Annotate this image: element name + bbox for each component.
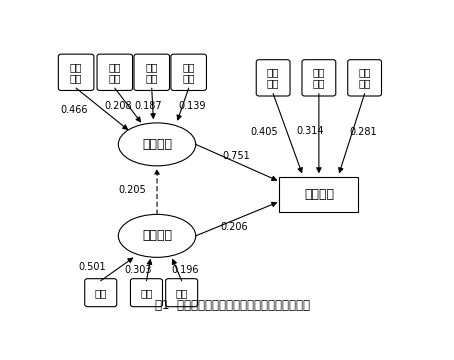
Ellipse shape bbox=[118, 123, 196, 166]
Text: 学习态度: 学习态度 bbox=[142, 138, 172, 151]
Text: 学校: 学校 bbox=[94, 288, 107, 298]
Text: 0.501: 0.501 bbox=[78, 262, 106, 272]
Text: 0.281: 0.281 bbox=[349, 127, 377, 137]
Text: 0.208: 0.208 bbox=[104, 100, 132, 111]
FancyBboxPatch shape bbox=[85, 279, 117, 307]
Text: 学习
动机: 学习 动机 bbox=[109, 62, 121, 83]
Text: 0.205: 0.205 bbox=[118, 185, 146, 195]
Text: 0.139: 0.139 bbox=[178, 100, 206, 111]
Text: 0.196: 0.196 bbox=[172, 265, 199, 275]
Text: 学习行为: 学习行为 bbox=[304, 188, 334, 201]
Text: 图1  高一寄宿生学习行为影响因素路径分析模型: 图1 高一寄宿生学习行为影响因素路径分析模型 bbox=[155, 299, 310, 312]
FancyBboxPatch shape bbox=[97, 54, 133, 90]
FancyBboxPatch shape bbox=[130, 279, 163, 307]
Text: 0.314: 0.314 bbox=[296, 126, 324, 135]
FancyBboxPatch shape bbox=[171, 54, 207, 90]
Text: 课程
爱好: 课程 爱好 bbox=[70, 62, 82, 83]
Ellipse shape bbox=[118, 214, 196, 257]
FancyBboxPatch shape bbox=[166, 279, 197, 307]
Text: 课后
复习: 课后 复习 bbox=[358, 67, 371, 89]
Text: 0.187: 0.187 bbox=[134, 100, 162, 111]
Text: 教师: 教师 bbox=[175, 288, 188, 298]
FancyBboxPatch shape bbox=[256, 60, 290, 96]
Text: 0.206: 0.206 bbox=[221, 222, 248, 232]
FancyBboxPatch shape bbox=[279, 177, 359, 212]
Text: 宿舍: 宿舍 bbox=[140, 288, 153, 298]
Text: 前期
基础: 前期 基础 bbox=[183, 62, 195, 83]
Text: 0.466: 0.466 bbox=[60, 105, 88, 115]
FancyBboxPatch shape bbox=[302, 60, 336, 96]
FancyBboxPatch shape bbox=[134, 54, 169, 90]
FancyBboxPatch shape bbox=[348, 60, 381, 96]
Text: 课前
预习: 课前 预习 bbox=[267, 67, 279, 89]
FancyBboxPatch shape bbox=[58, 54, 94, 90]
Text: 学习环境: 学习环境 bbox=[142, 229, 172, 242]
Text: 0.303: 0.303 bbox=[124, 265, 152, 275]
Text: 0.751: 0.751 bbox=[222, 151, 250, 161]
Text: 0.405: 0.405 bbox=[251, 127, 278, 137]
Text: 课堂
学习: 课堂 学习 bbox=[313, 67, 325, 89]
Text: 学习
收获: 学习 收获 bbox=[145, 62, 158, 83]
